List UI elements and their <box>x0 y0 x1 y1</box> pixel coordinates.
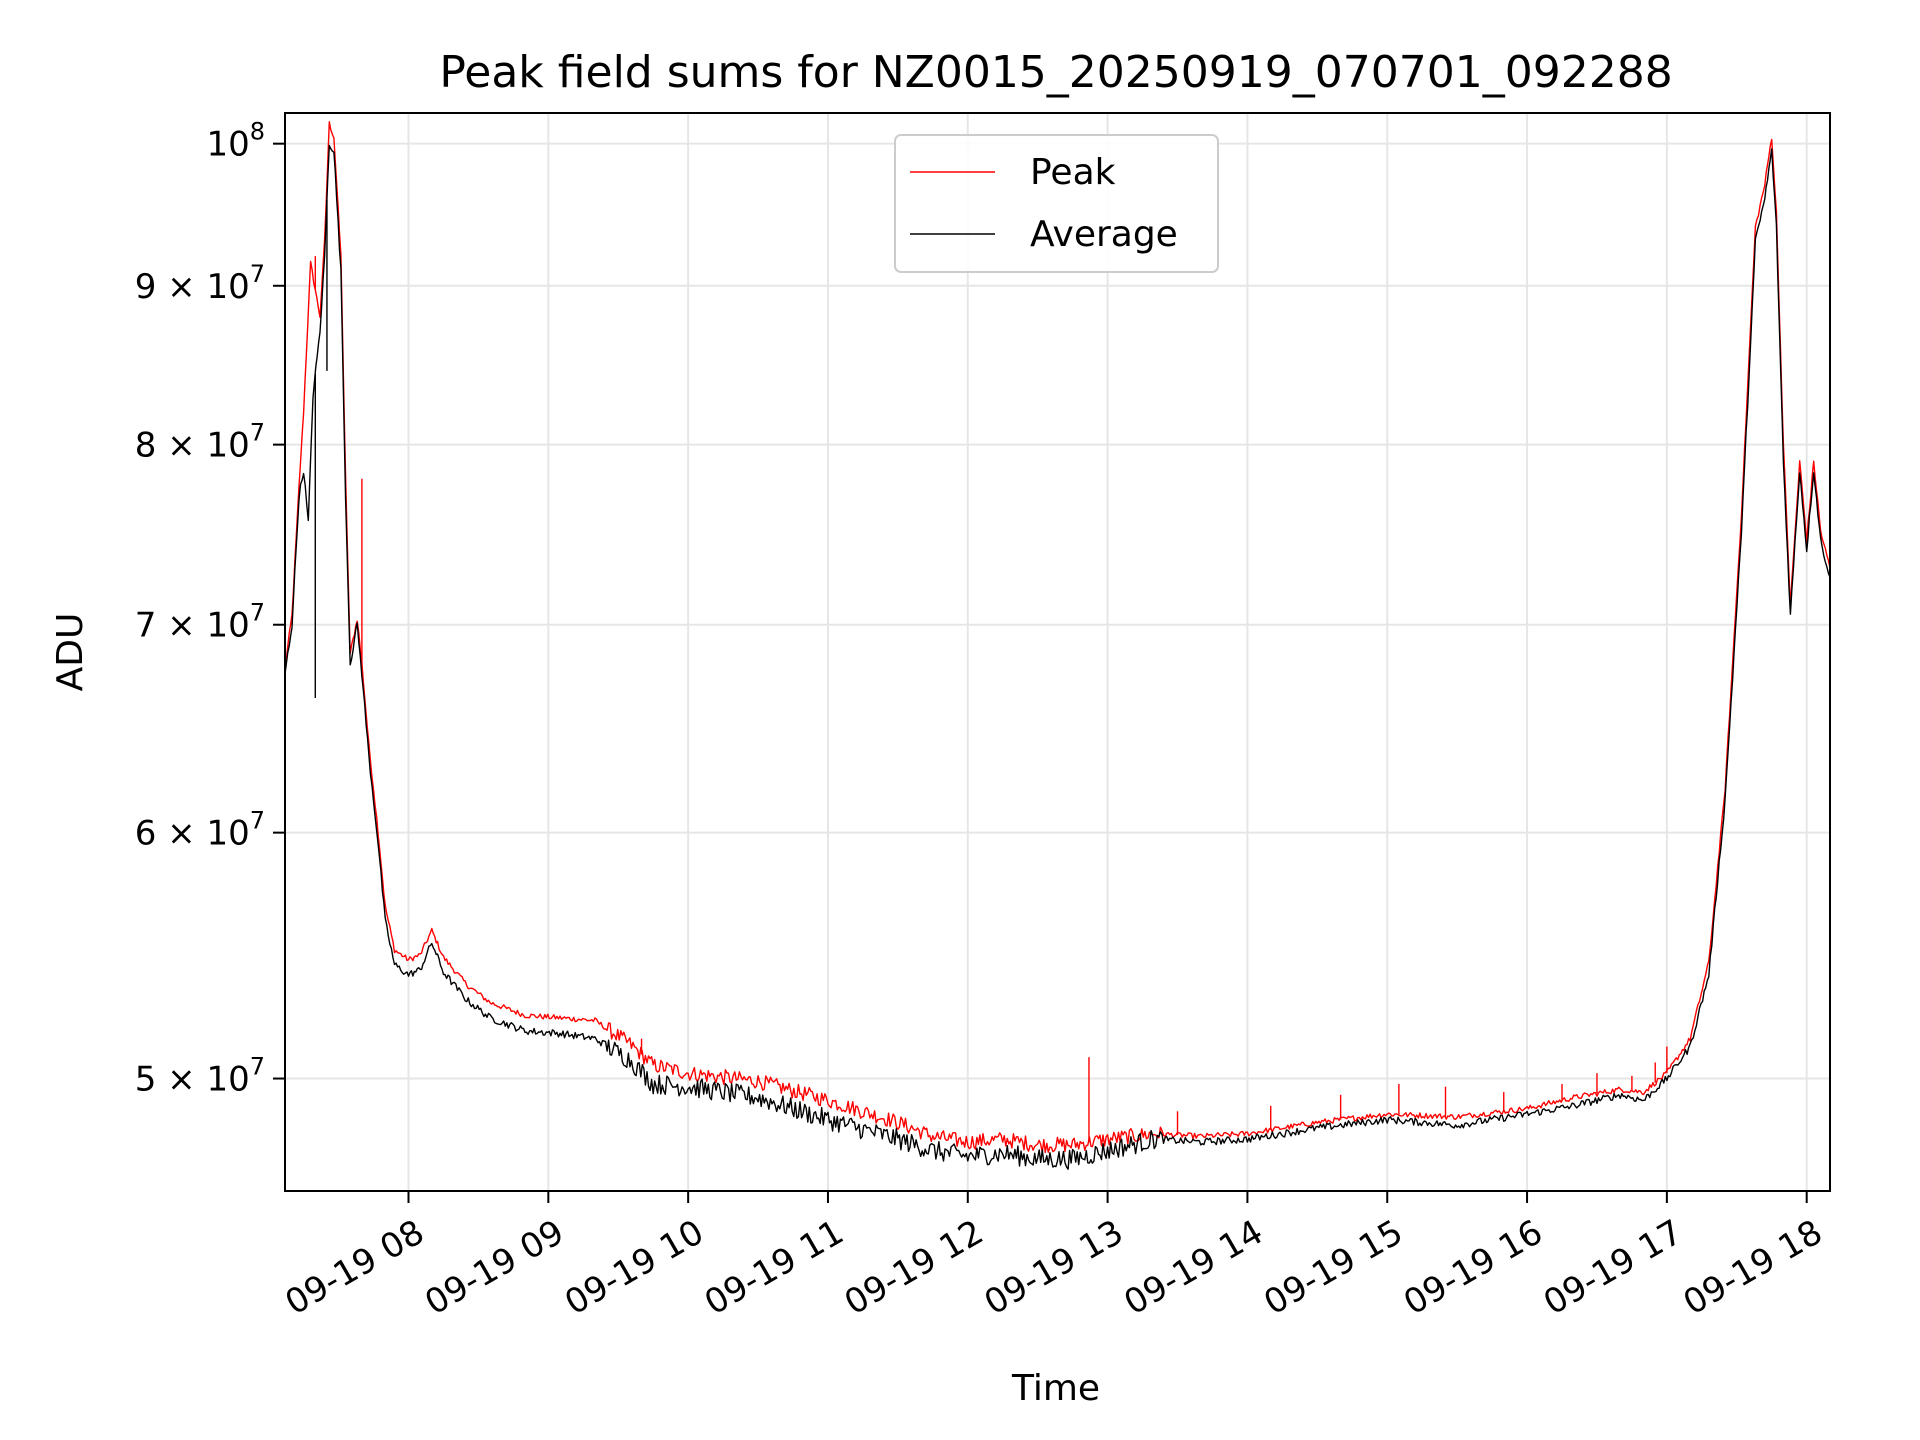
y-tick-exponent: 7 <box>250 260 265 288</box>
y-tick-exponent: 8 <box>250 118 265 146</box>
grid <box>285 113 1830 1191</box>
y-tick-label: 9 × 107 <box>135 260 265 307</box>
y-tick-label: 108 <box>206 118 265 165</box>
y-tick-base: 10 <box>206 125 249 165</box>
series-line-average <box>284 144 1831 1170</box>
series-layer <box>284 121 1831 1170</box>
y-tick-label: 5 × 107 <box>135 1053 265 1100</box>
plot-frame <box>284 112 1831 1192</box>
x-axis-label: Time <box>1011 1368 1100 1409</box>
y-tick-exponent: 7 <box>250 599 265 627</box>
chart-title: Peak field sums for NZ0015_20250919_0707… <box>439 47 1672 98</box>
y-tick-base: 7 × 10 <box>135 606 250 646</box>
legend-box <box>894 134 1219 273</box>
legend: Peak Average <box>894 134 1219 273</box>
y-tick-label: 8 × 107 <box>135 419 265 466</box>
y-tick-base: 5 × 10 <box>135 1060 250 1100</box>
y-tick-base: 8 × 10 <box>135 426 250 466</box>
series-line-peak <box>284 121 1831 1154</box>
legend-label-average: Average <box>1030 214 1178 255</box>
y-tick-exponent: 7 <box>250 807 265 835</box>
y-tick-label: 7 × 107 <box>135 599 265 646</box>
y-tick-exponent: 7 <box>250 419 265 447</box>
y-tick-label: 6 × 107 <box>135 807 265 854</box>
legend-label-peak: Peak <box>1030 152 1116 193</box>
y-tick-exponent: 7 <box>250 1053 265 1081</box>
y-axis-label: ADU <box>50 613 91 692</box>
y-tick-base: 6 × 10 <box>135 814 250 854</box>
y-tick-base: 9 × 10 <box>135 267 250 307</box>
